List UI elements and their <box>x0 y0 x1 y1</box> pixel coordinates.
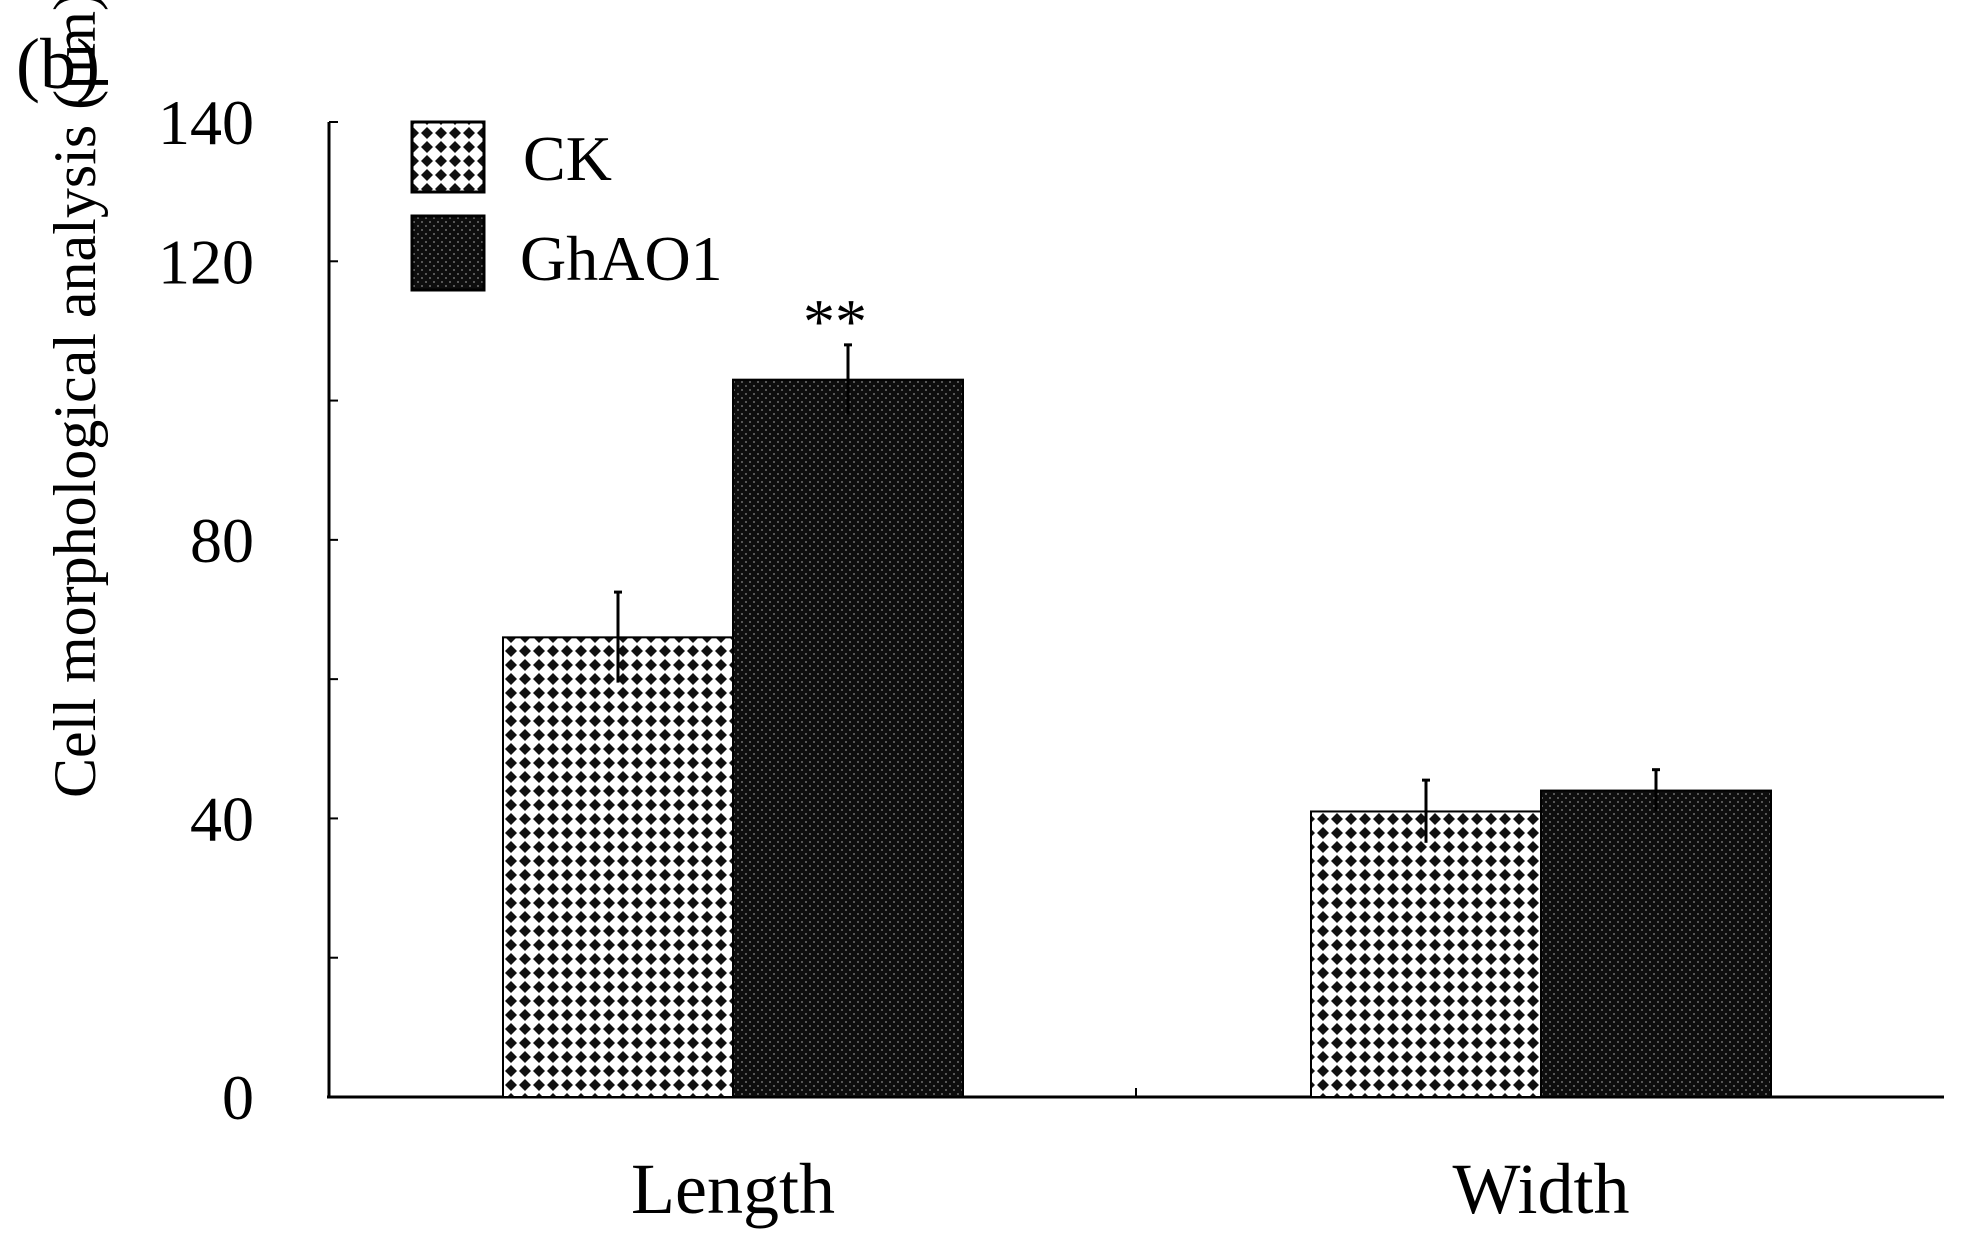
legend-item-ghao1: GhAO1 <box>410 214 723 294</box>
y-tick-label-140: 140 <box>158 87 254 158</box>
significance-marks: ** <box>803 286 867 357</box>
bar-ghao1-length <box>732 378 964 1098</box>
y-tick-label-80: 80 <box>190 505 254 576</box>
legend-label-ck: CK <box>523 123 612 194</box>
y-axis-label: Cell morphological analysis (μm) <box>42 0 108 798</box>
error-bars <box>614 343 1660 843</box>
bar-ck-width <box>1310 810 1542 1098</box>
legend: CK GhAO1 <box>410 120 723 294</box>
legend-item-ck: CK <box>410 120 612 194</box>
y-tick-label-120: 120 <box>158 226 254 297</box>
panel-label: (b) <box>16 24 100 104</box>
y-tick-label-0: 0 <box>222 1062 254 1133</box>
x-tick-label-length: Length <box>631 1149 835 1229</box>
legend-swatch-ck <box>410 120 486 194</box>
x-tick-label-width: Width <box>1452 1149 1629 1229</box>
bar-ghao1-width <box>1540 789 1772 1098</box>
significance-label: ** <box>803 286 867 357</box>
y-ticks: 0 40 80 120 140 <box>158 87 338 1133</box>
bars <box>502 378 1772 1098</box>
bar-ck-length <box>502 636 734 1098</box>
legend-swatch-ghao1 <box>410 214 486 292</box>
x-tick-labels: Length Width <box>631 1149 1630 1229</box>
legend-label-ghao1: GhAO1 <box>520 223 723 294</box>
y-tick-label-40: 40 <box>190 783 254 854</box>
